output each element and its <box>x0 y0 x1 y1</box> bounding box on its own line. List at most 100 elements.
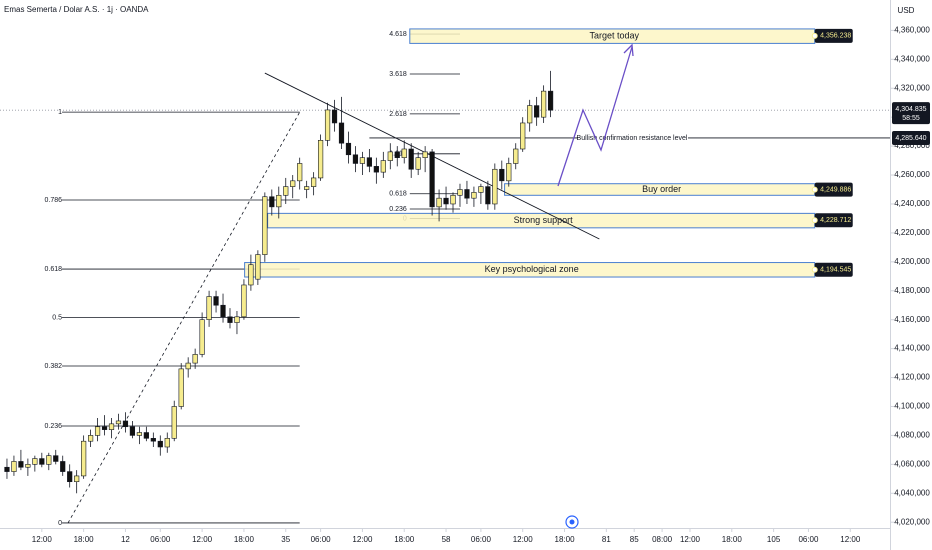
zone-anchor <box>811 186 818 193</box>
x-tick-label: 06:00 <box>150 535 171 544</box>
candle-body <box>297 163 303 182</box>
candle-body <box>380 160 386 173</box>
zone-price-label: 4,228.712 <box>820 217 851 224</box>
zone-price-label: 4,356.238 <box>820 33 851 40</box>
y-tick-label: 4,280,000 <box>894 141 930 150</box>
y-tick-label: 4,040,000 <box>894 488 930 497</box>
candle-body <box>541 90 547 118</box>
last-price-pill <box>892 102 930 125</box>
candle-body <box>276 194 282 208</box>
zone-label: Buy order <box>642 184 681 194</box>
candle-body <box>164 438 170 448</box>
candle-body <box>429 151 435 208</box>
resistance-price-pill <box>892 130 930 145</box>
candle-body <box>485 186 491 205</box>
x-tick-label: 12:00 <box>840 535 861 544</box>
x-tick-label: 06:00 <box>311 535 332 544</box>
candle-body <box>436 197 442 208</box>
candle-body <box>11 461 17 472</box>
fib-level-label: 2.618 <box>389 111 407 118</box>
candle-body <box>255 254 261 280</box>
x-tick-label: 81 <box>602 535 611 544</box>
zone-label: Key psychological zone <box>485 264 579 274</box>
candle-body <box>136 432 142 436</box>
candle-body <box>199 319 205 355</box>
candle-body <box>513 148 519 164</box>
zone-label: Target today <box>590 31 640 41</box>
candle-body <box>352 154 359 164</box>
candle-body <box>464 189 470 199</box>
zone-price-label: 4,194.545 <box>820 267 851 274</box>
zone-label: Strong support <box>514 215 574 225</box>
resistance-label-bg <box>578 132 688 143</box>
y-tick-label: 4,180,000 <box>894 286 930 295</box>
candle-body <box>67 471 73 483</box>
candle-body <box>366 157 372 167</box>
zone-price-label: 4,249.886 <box>820 187 851 194</box>
zone-anchor <box>811 32 818 39</box>
candle-body <box>506 163 512 182</box>
x-tick-label: 12 <box>121 535 130 544</box>
candle-body <box>311 177 317 187</box>
y-tick-label: 4,340,000 <box>894 54 930 63</box>
fib-level-label: 0.236 <box>44 423 62 430</box>
x-tick-label: 18:00 <box>394 535 415 544</box>
logo <box>565 515 579 529</box>
zone-anchor <box>811 266 818 273</box>
candle-body <box>60 461 66 472</box>
resistance-label: Bullish confirmation resistance level <box>577 135 688 142</box>
y-tick-label: 4,260,000 <box>894 170 930 179</box>
candle-body <box>234 316 240 323</box>
candle-body <box>220 304 226 318</box>
axes: 4,020,000 4,040,000 4,060,000 4,080,000 4,10… <box>32 25 931 544</box>
zone-price-pill <box>814 182 853 197</box>
x-tick-label: 12:00 <box>513 535 534 544</box>
x-tick-label: 06:00 <box>471 535 492 544</box>
candle-body <box>157 440 163 448</box>
candle-body <box>4 466 10 472</box>
y-tick-label: 4,360,000 <box>894 25 930 34</box>
candle-body <box>46 455 52 465</box>
fib-level-label: 3.618 <box>389 71 407 78</box>
candle-body <box>520 122 526 150</box>
zone-anchor <box>811 217 818 224</box>
candle-body <box>499 168 505 182</box>
x-tick-label: 06:00 <box>798 535 819 544</box>
last-price-countdown: 58:55 <box>902 115 920 122</box>
candle-body <box>373 166 379 173</box>
y-tick-label: 4,140,000 <box>894 344 930 353</box>
candle-body <box>171 406 177 439</box>
candle-body <box>108 423 115 430</box>
candle-body <box>39 458 45 465</box>
fib-level-label: 0 <box>58 520 62 527</box>
candle-body <box>359 157 366 164</box>
candle-body <box>457 189 463 196</box>
candle-body <box>150 438 156 442</box>
candle-body <box>345 142 352 156</box>
x-tick-label: 12:00 <box>680 535 701 544</box>
candle-body <box>527 105 533 124</box>
fib-trend-line <box>67 111 301 524</box>
x-tick-label: 18:00 <box>722 535 743 544</box>
fib-level-label: 1 <box>58 109 62 116</box>
candle-body <box>338 122 345 144</box>
candle-body <box>408 148 414 170</box>
candle-body <box>401 148 407 158</box>
x-tick-label: 58 <box>442 535 451 544</box>
candle-body <box>443 197 449 205</box>
candle-body <box>283 186 289 196</box>
currency-label: USD <box>898 6 915 15</box>
y-tick-label: 4,220,000 <box>894 228 930 237</box>
x-tick-label: 18:00 <box>74 535 95 544</box>
candle-body <box>192 354 198 364</box>
y-tick-label: 4,240,000 <box>894 199 930 208</box>
candle-body <box>387 151 393 161</box>
candle-body <box>324 109 331 141</box>
zone-price-pill <box>814 213 853 228</box>
y-tick-label: 4,320,000 <box>894 83 930 92</box>
y-tick-label: 4,080,000 <box>894 431 930 440</box>
candle-body <box>290 180 296 187</box>
candle-body <box>122 420 129 428</box>
zone-price-pill <box>814 262 853 277</box>
last-price-label: 4,304.835 <box>895 106 926 113</box>
